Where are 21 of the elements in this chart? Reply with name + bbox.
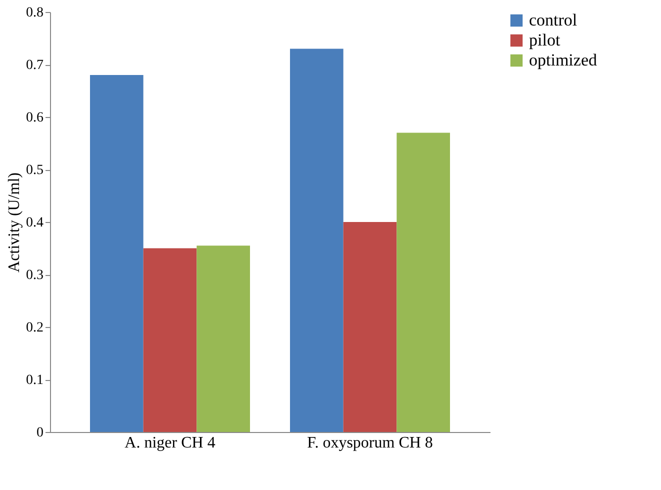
- x-tick-label: A. niger CH 4: [124, 434, 216, 452]
- y-tick-label: 0.7: [26, 58, 44, 73]
- legend-label: optimized: [529, 50, 598, 70]
- bar: [143, 248, 197, 432]
- y-tick-label: 0.2: [26, 320, 44, 336]
- y-tick-label: 0.3: [26, 268, 44, 283]
- y-tick-label: 0.1: [26, 373, 44, 388]
- bar: [196, 246, 250, 432]
- x-tick-label: F. oxysporum CH 8: [307, 434, 433, 452]
- y-axis-title: Activity (U/ml): [6, 172, 23, 272]
- y-tick-label: 0.5: [26, 163, 44, 178]
- bar: [343, 222, 397, 432]
- bar: [396, 132, 450, 432]
- y-tick-label: 0.8: [26, 6, 44, 20]
- y-tick-label: 0: [36, 426, 44, 440]
- bar: [90, 75, 144, 432]
- y-tick-label: 0.6: [26, 110, 44, 126]
- y-tick-label: 0.4: [26, 216, 44, 230]
- legend-label: pilot: [529, 30, 560, 50]
- bar: [290, 48, 344, 432]
- legend-label: control: [529, 10, 578, 30]
